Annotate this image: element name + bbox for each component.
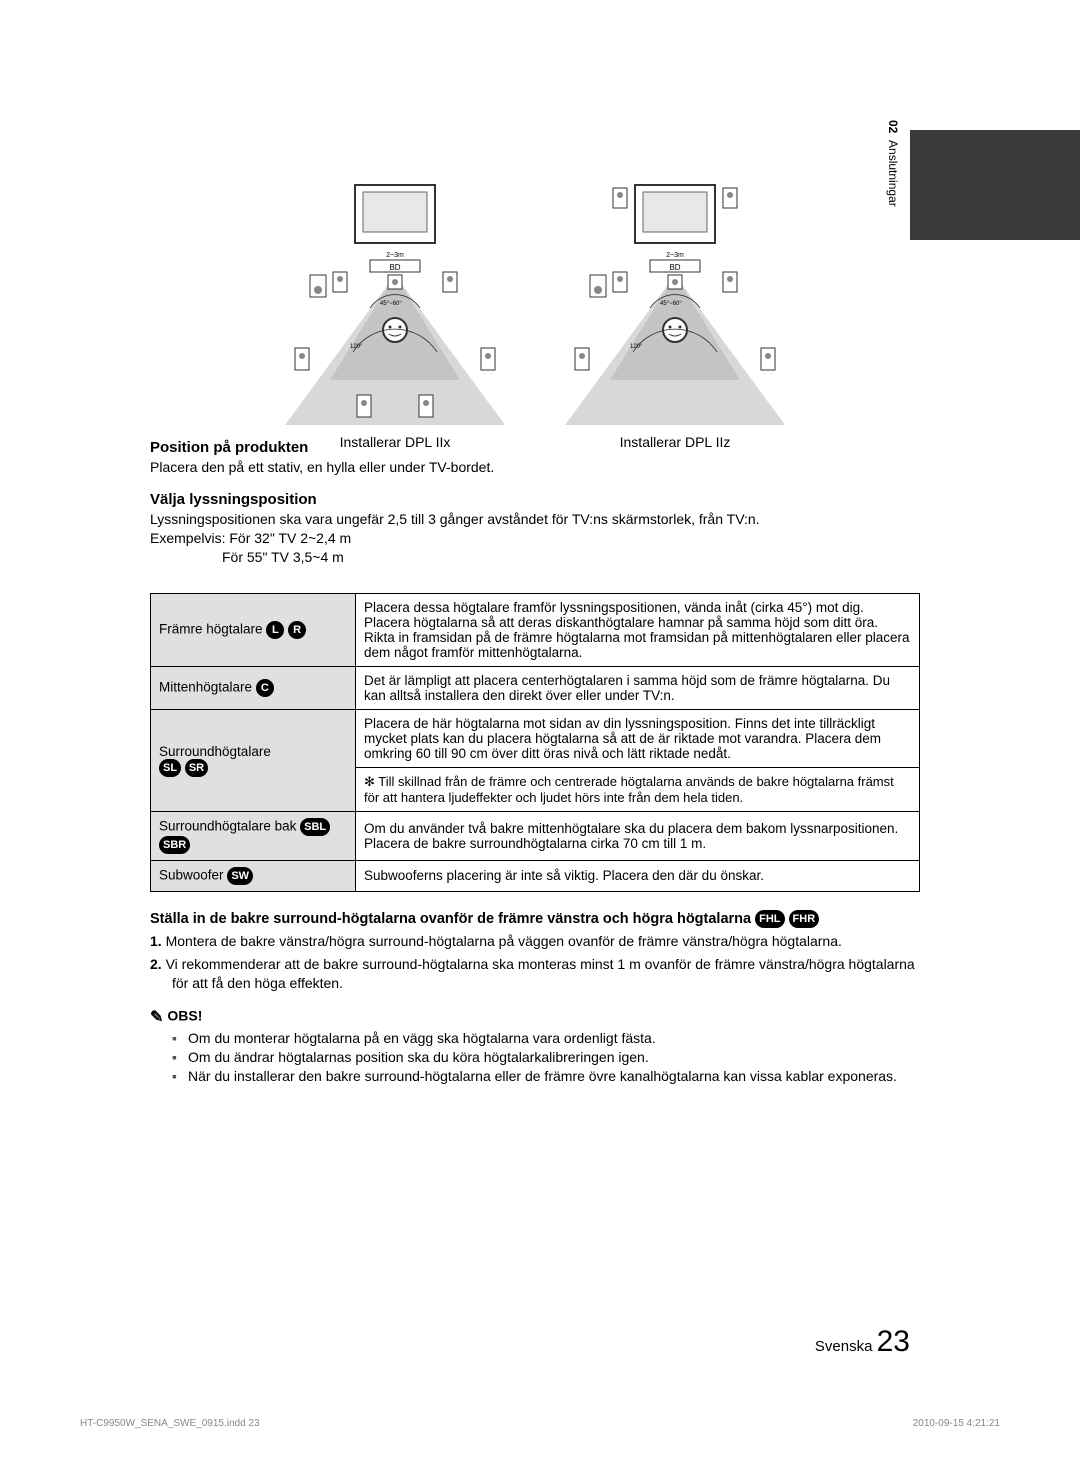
table-row: Subwoofer SW Subwooferns placering är in… bbox=[151, 860, 920, 891]
footer-lang: Svenska bbox=[815, 1338, 873, 1355]
distance-label: 2~3m bbox=[386, 252, 404, 259]
list-item: 1. Montera de bakre vänstra/högra surrou… bbox=[150, 932, 920, 951]
badge-fhr: FHR bbox=[789, 910, 820, 928]
badge-sbl: SBL bbox=[300, 818, 330, 836]
list-item: Om du monterar högtalarna på en vägg ska… bbox=[188, 1029, 920, 1048]
row-label: Mittenhögtalare bbox=[159, 679, 252, 694]
page-footer: Svenska 23 bbox=[815, 1325, 910, 1359]
svg-text:BD: BD bbox=[669, 263, 680, 272]
badge-l: L bbox=[266, 621, 284, 639]
row-desc: Om du använder två bakre mittenhögtalare… bbox=[356, 811, 920, 860]
row-label: Surroundhögtalare bak bbox=[159, 818, 296, 833]
diagram-caption-right: Installerar DPL IIz bbox=[555, 434, 795, 450]
svg-text:2~3m: 2~3m bbox=[666, 252, 684, 259]
badge-sbr: SBR bbox=[159, 836, 190, 854]
row-label: Främre högtalare bbox=[159, 621, 263, 636]
rear-section: Ställa in de bakre surround-högtalarna o… bbox=[150, 910, 920, 994]
section1-text: Placera den på ett stativ, en hylla elle… bbox=[150, 458, 920, 477]
rear-heading: Ställa in de bakre surround-högtalarna o… bbox=[150, 910, 920, 929]
svg-text:45°~60°: 45°~60° bbox=[660, 301, 682, 307]
diagram-caption-left: Installerar DPL IIx bbox=[275, 434, 515, 450]
print-footer-left: HT-C9950W_SENA_SWE_0915.indd 23 bbox=[80, 1418, 260, 1429]
section2-text1: Lyssningspositionen ska vara ungefär 2,5… bbox=[150, 510, 920, 529]
badge-sw: SW bbox=[227, 867, 253, 885]
obs-list: Om du monterar högtalarna på en vägg ska… bbox=[150, 1029, 920, 1086]
svg-text:120°: 120° bbox=[630, 344, 643, 350]
table-row: Främre högtalare L R Placera dessa högta… bbox=[151, 593, 920, 666]
badge-c: C bbox=[256, 679, 274, 697]
list-item: Om du ändrar högtalarnas position ska du… bbox=[188, 1048, 920, 1067]
list-item: 2. Vi rekommenderar att de bakre surroun… bbox=[150, 955, 920, 993]
diagram-dpl-iiz: BD 2~3m 45°~60° 120° Installerar DPL IIz bbox=[555, 180, 795, 425]
svg-text:120°: 120° bbox=[350, 344, 363, 350]
star-text: Till skillnad från de främre och centrer… bbox=[364, 774, 894, 805]
rear-list: 1. Montera de bakre vänstra/högra surrou… bbox=[150, 932, 920, 993]
section2-text2: Exempelvis: För 32" TV 2~2,4 m bbox=[150, 529, 920, 548]
badge-r: R bbox=[288, 621, 306, 639]
row-desc: Placera dessa högtalare framför lyssning… bbox=[356, 593, 920, 666]
rear-heading-text: Ställa in de bakre surround-högtalarna o… bbox=[150, 911, 751, 927]
item-text: Vi rekommenderar att de bakre surround-h… bbox=[166, 956, 915, 991]
row-desc: Subwooferns placering är inte så viktig.… bbox=[356, 860, 920, 891]
section2-text3: För 55" TV 3,5~4 m bbox=[222, 548, 920, 567]
table-row: Surroundhögtalare SL SR Placera de här h… bbox=[151, 709, 920, 767]
item-text: Montera de bakre vänstra/högra surround-… bbox=[166, 933, 842, 949]
print-footer-right: 2010-09-15 4:21:21 bbox=[913, 1418, 1000, 1429]
obs-block: ✎OBS! Om du monterar högtalarna på en vä… bbox=[150, 1007, 920, 1086]
row-desc: Det är lämpligt att placera centerhögtal… bbox=[356, 666, 920, 709]
section1-heading: Position på produkten bbox=[150, 439, 920, 456]
badge-sr: SR bbox=[185, 759, 208, 777]
page-content: BD 2~3m 45°~60° bbox=[150, 90, 920, 1086]
badge-fhl: FHL bbox=[755, 910, 784, 928]
table-row: Mittenhögtalare C Det är lämpligt att pl… bbox=[151, 666, 920, 709]
margin-black-bar bbox=[910, 130, 1080, 240]
speaker-table: Främre högtalare L R Placera dessa högta… bbox=[150, 593, 920, 892]
placement-diagrams: BD 2~3m 45°~60° bbox=[150, 180, 920, 425]
svg-text:45°~60°: 45°~60° bbox=[380, 301, 402, 307]
footer-pagenum: 23 bbox=[877, 1325, 910, 1358]
print-footer: HT-C9950W_SENA_SWE_0915.indd 23 2010-09-… bbox=[80, 1418, 1000, 1429]
row-label: Surroundhögtalare bbox=[159, 744, 271, 759]
section2-heading: Välja lyssningsposition bbox=[150, 491, 920, 508]
bd-label: BD bbox=[389, 263, 400, 272]
row-label: Subwoofer bbox=[159, 867, 224, 882]
badge-sl: SL bbox=[159, 759, 181, 777]
note-icon: ✎ bbox=[150, 1009, 163, 1026]
row-desc: Placera de här högtalarna mot sidan av d… bbox=[356, 709, 920, 767]
obs-heading: ✎OBS! bbox=[150, 1007, 920, 1027]
list-item: När du installerar den bakre surround-hö… bbox=[188, 1067, 920, 1086]
obs-heading-text: OBS! bbox=[167, 1008, 202, 1024]
diagram-dpl-iix: BD 2~3m 45°~60° bbox=[275, 180, 515, 425]
table-row: Surroundhögtalare bak SBL SBR Om du anvä… bbox=[151, 811, 920, 860]
